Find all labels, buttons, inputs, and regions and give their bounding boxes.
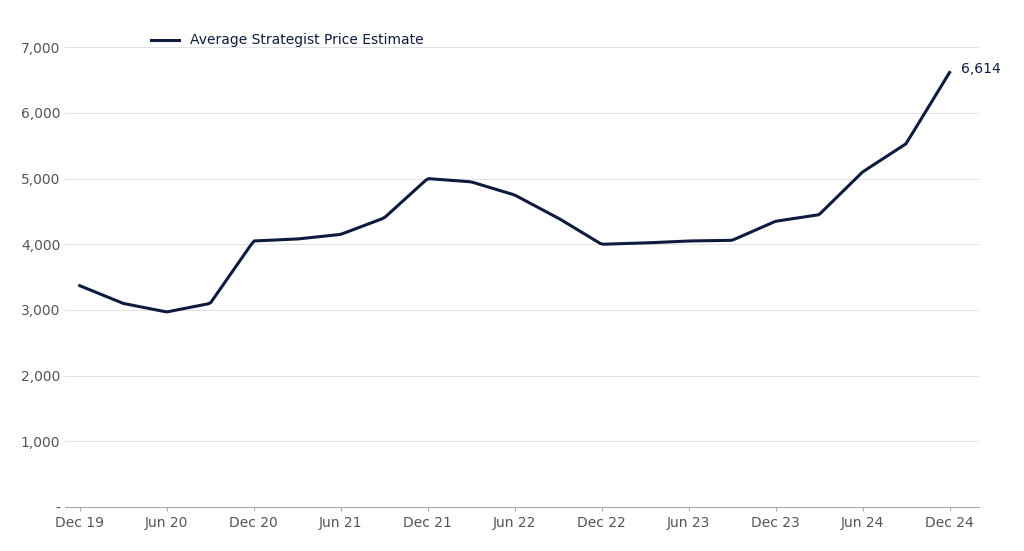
Average Strategist Price Estimate [865, 163, 878, 170]
Average Strategist Price Estimate [810, 212, 822, 219]
Average Strategist Price Estimate [77, 284, 89, 290]
Average Strategist Price Estimate [592, 239, 604, 245]
Average Strategist Price Estimate [74, 282, 86, 289]
Average Strategist Price Estimate [594, 240, 606, 247]
Line: Average Strategist Price Estimate: Average Strategist Price Estimate [80, 73, 949, 312]
Text: 6,614: 6,614 [962, 62, 1000, 76]
Legend: Average Strategist Price Estimate: Average Strategist Price Estimate [145, 28, 429, 53]
Average Strategist Price Estimate [609, 241, 622, 247]
Average Strategist Price Estimate [161, 309, 173, 315]
Average Strategist Price Estimate [943, 69, 955, 76]
